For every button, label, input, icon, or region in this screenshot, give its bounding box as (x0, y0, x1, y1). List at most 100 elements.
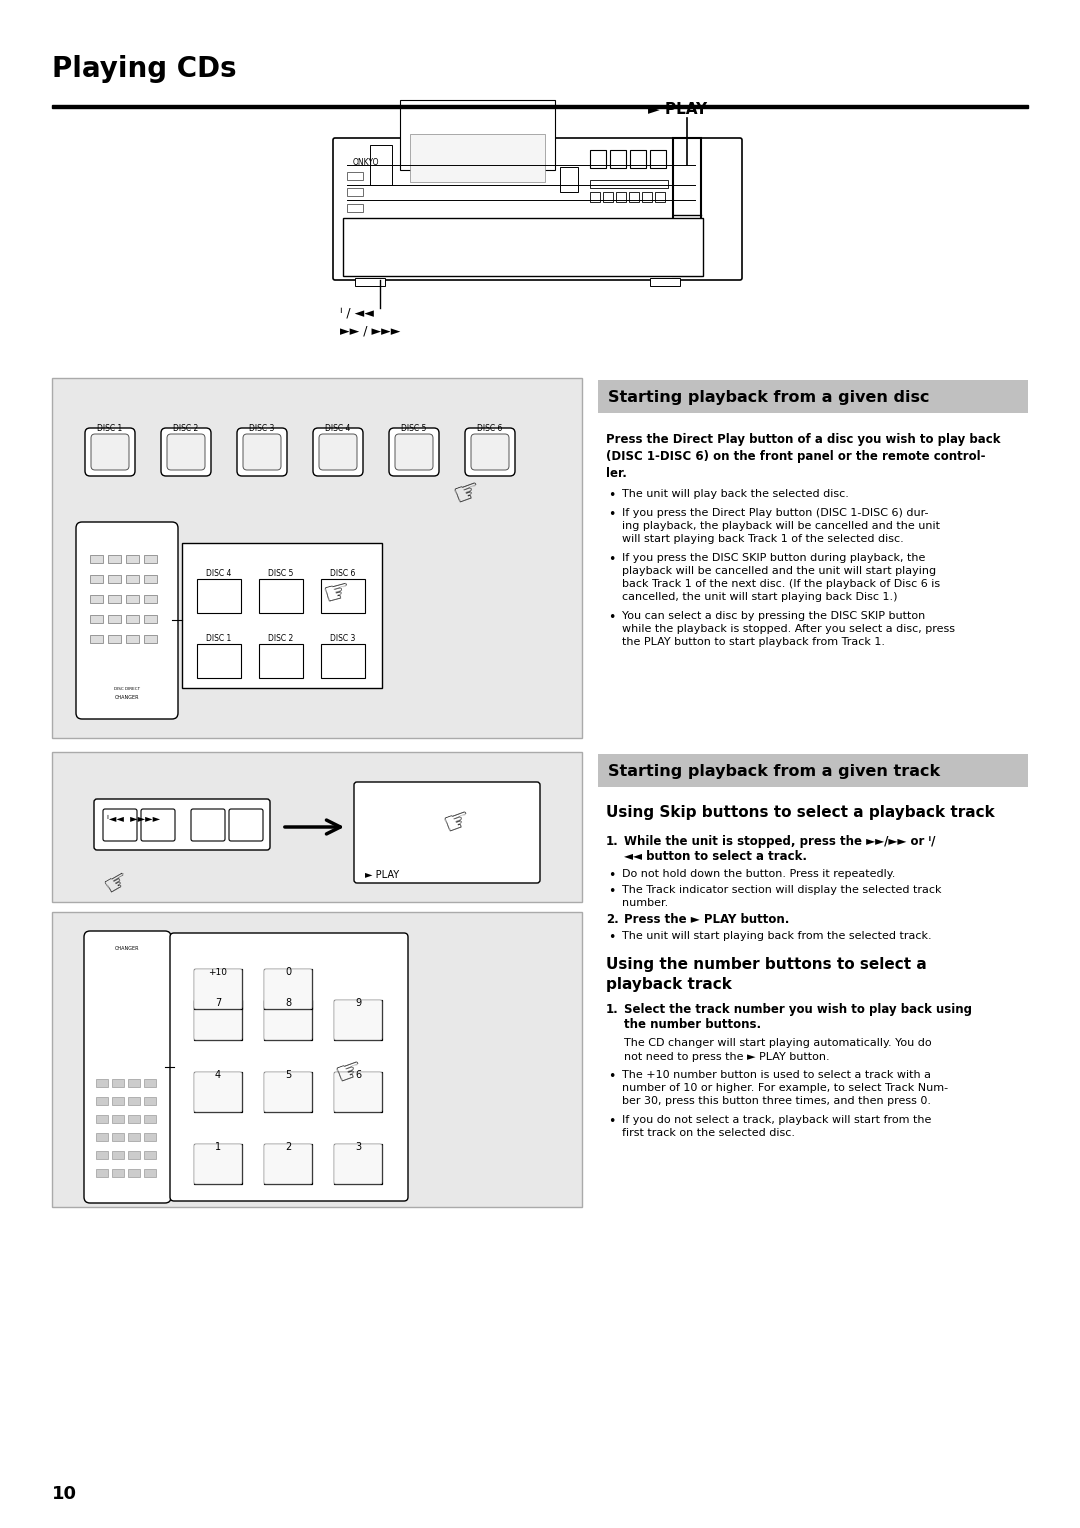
FancyBboxPatch shape (170, 934, 408, 1201)
Text: ONKYO: ONKYO (353, 157, 379, 167)
Bar (347, 173, 363, 180)
Text: ☞: ☞ (332, 1054, 367, 1091)
Text: The unit will play back the selected disc.: The unit will play back the selected dis… (622, 489, 849, 500)
Text: •: • (608, 869, 616, 882)
FancyBboxPatch shape (354, 782, 540, 883)
Text: 1: 1 (215, 1141, 221, 1152)
Bar (144, 1132, 156, 1141)
Text: 1.: 1. (606, 1002, 619, 1016)
Bar (321, 643, 365, 678)
Text: the PLAY button to start playback from Track 1.: the PLAY button to start playback from T… (622, 637, 885, 646)
FancyBboxPatch shape (76, 523, 178, 720)
Text: Playing CDs: Playing CDs (52, 55, 237, 83)
Text: Do not hold down the button. Press it repeatedly.: Do not hold down the button. Press it re… (622, 869, 895, 879)
Bar (673, 138, 701, 277)
Bar (52, 104, 1028, 108)
Text: Using Skip buttons to select a playback track: Using Skip buttons to select a playback … (606, 805, 995, 821)
FancyBboxPatch shape (237, 428, 287, 477)
Text: ► PLAY: ► PLAY (648, 102, 707, 118)
Bar (264, 1073, 312, 1112)
Bar (52, 377, 582, 738)
Bar (629, 193, 639, 202)
Bar (264, 1144, 312, 1184)
Bar (112, 1132, 124, 1141)
Bar (642, 193, 652, 202)
FancyBboxPatch shape (465, 428, 515, 477)
Text: ᑊ / ◄◄: ᑊ / ◄◄ (340, 306, 374, 319)
Bar (126, 636, 139, 643)
Text: While the unit is stopped, press the ►►/►► or ᑊ/: While the unit is stopped, press the ►►/… (624, 834, 935, 848)
Bar (334, 999, 382, 1041)
Text: Using the number buttons to select a: Using the number buttons to select a (606, 957, 927, 972)
FancyBboxPatch shape (264, 1144, 312, 1184)
Text: •: • (608, 489, 616, 503)
Text: The +10 number button is used to select a track with a: The +10 number button is used to select … (622, 1070, 931, 1080)
Bar (598, 753, 1028, 787)
Text: DISC 1: DISC 1 (206, 634, 231, 643)
Text: •: • (608, 1115, 616, 1128)
Bar (370, 145, 392, 185)
Text: ☞: ☞ (440, 804, 475, 840)
Bar (144, 594, 157, 604)
Text: playback track: playback track (606, 976, 732, 992)
Text: 9: 9 (355, 998, 361, 1008)
Text: ☞: ☞ (99, 863, 135, 900)
FancyBboxPatch shape (141, 808, 175, 840)
Bar (129, 1132, 140, 1141)
Text: 2.: 2. (606, 914, 619, 926)
Text: CHANGER: CHANGER (114, 946, 139, 950)
Text: DISC 6: DISC 6 (477, 423, 502, 432)
Text: Press the ► PLAY button.: Press the ► PLAY button. (624, 914, 789, 926)
Bar (334, 1073, 382, 1112)
Bar (126, 594, 139, 604)
Bar (108, 555, 121, 562)
Bar (129, 1169, 140, 1177)
Bar (194, 969, 242, 1008)
Bar (96, 1169, 108, 1177)
Text: If you press the Direct Play button (DISC 1-DISC 6) dur-: If you press the Direct Play button (DIS… (622, 507, 929, 518)
Text: ◄◄ button to select a track.: ◄◄ button to select a track. (624, 850, 807, 863)
Text: first track on the selected disc.: first track on the selected disc. (622, 1128, 795, 1138)
Bar (343, 219, 703, 277)
Bar (590, 150, 606, 168)
Bar (590, 193, 600, 202)
Text: The unit will start playing back from the selected track.: The unit will start playing back from th… (622, 931, 932, 941)
Bar (144, 1169, 156, 1177)
FancyBboxPatch shape (191, 808, 225, 840)
Bar (112, 1115, 124, 1123)
Bar (610, 150, 626, 168)
Bar (347, 205, 363, 212)
Bar (183, 542, 382, 688)
FancyBboxPatch shape (194, 999, 242, 1041)
FancyBboxPatch shape (84, 931, 171, 1203)
FancyBboxPatch shape (85, 428, 135, 477)
Bar (650, 150, 666, 168)
Bar (90, 555, 103, 562)
Text: back Track 1 of the next disc. (If the playback of Disc 6 is: back Track 1 of the next disc. (If the p… (622, 579, 940, 588)
Text: (DISC 1-DISC 6) on the front panel or the remote control-: (DISC 1-DISC 6) on the front panel or th… (606, 451, 986, 463)
Text: playback will be cancelled and the unit will start playing: playback will be cancelled and the unit … (622, 565, 936, 576)
FancyBboxPatch shape (334, 1144, 382, 1184)
Text: ler.: ler. (606, 468, 626, 480)
Text: DISC 2: DISC 2 (174, 423, 199, 432)
Bar (194, 1144, 242, 1184)
Text: the number buttons.: the number buttons. (624, 1018, 761, 1031)
Bar (52, 912, 582, 1207)
Text: If you do not select a track, playback will start from the: If you do not select a track, playback w… (622, 1115, 931, 1125)
Text: Select the track number you wish to play back using: Select the track number you wish to play… (624, 1002, 972, 1016)
FancyBboxPatch shape (264, 969, 312, 1008)
Bar (129, 1079, 140, 1086)
Text: not need to press the ► PLAY button.: not need to press the ► PLAY button. (624, 1051, 829, 1062)
FancyBboxPatch shape (167, 434, 205, 471)
Bar (654, 193, 665, 202)
Bar (144, 1097, 156, 1105)
Text: ☞: ☞ (320, 576, 354, 611)
FancyBboxPatch shape (319, 434, 357, 471)
FancyBboxPatch shape (389, 428, 438, 477)
Text: Starting playback from a given track: Starting playback from a given track (608, 764, 940, 779)
FancyBboxPatch shape (194, 1144, 242, 1184)
FancyBboxPatch shape (395, 434, 433, 471)
Bar (112, 1097, 124, 1105)
Bar (129, 1151, 140, 1160)
Bar (144, 1079, 156, 1086)
